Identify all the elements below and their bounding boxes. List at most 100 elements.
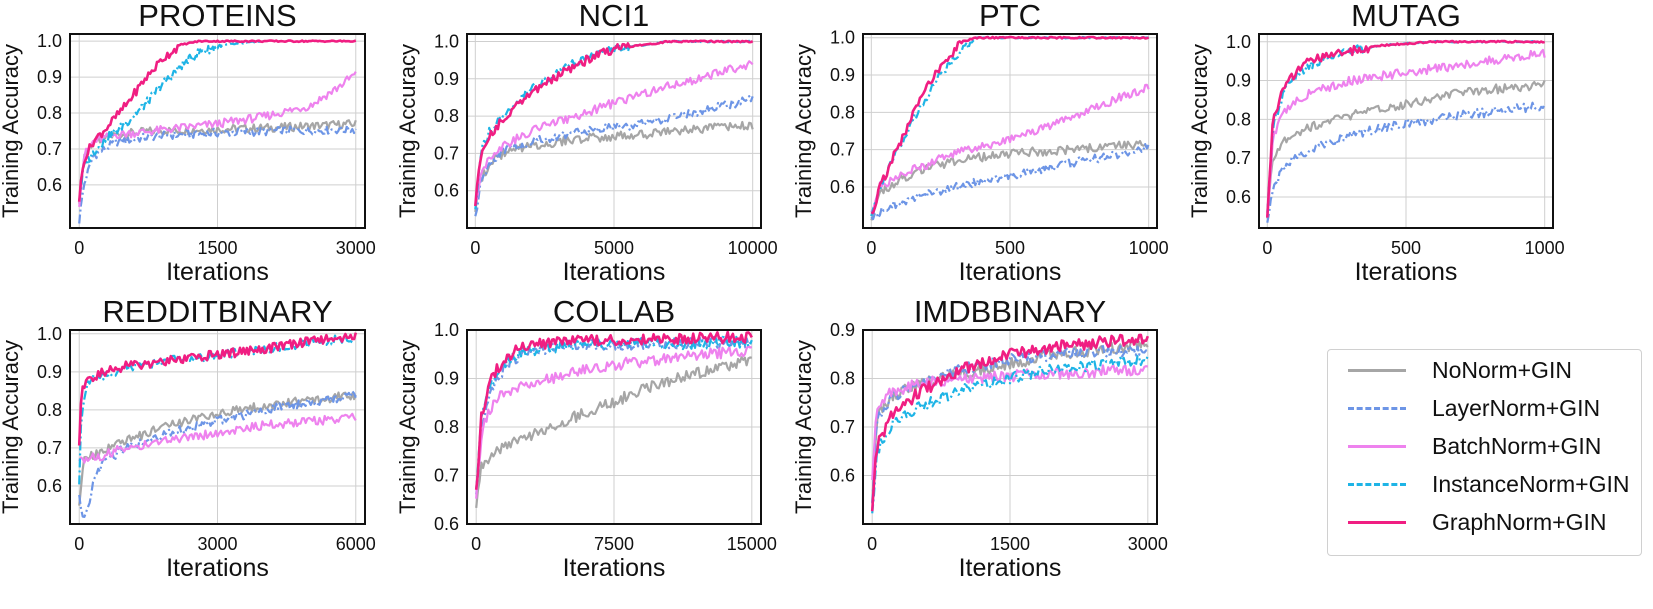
y-tick-label: 0.9 [830, 320, 855, 340]
y-tick-label: 1.0 [37, 324, 62, 344]
panel-title: REDDITBINARY [102, 294, 332, 329]
series-line-instancenorm-gin [78, 39, 264, 202]
x-axis-label: Iterations [563, 554, 666, 582]
panel-collab: 0 7500 15000 0.6 0.7 0.8 0.9 1.0 COLLAB Iteration… [395, 294, 777, 582]
y-tick-label: 0.7 [37, 438, 62, 458]
panel-redditbinary: 0 3000 6000 0.6 0.7 0.8 0.9 1.0 REDDITBINARY Iter… [0, 294, 376, 582]
legend-label: LayerNorm+GIN [1432, 394, 1601, 421]
y-tick-label: 0.7 [434, 143, 459, 163]
series-line-instancenorm-gin [871, 354, 1149, 514]
x-tick-label: 15000 [727, 534, 777, 554]
y-tick-label: 0.9 [434, 69, 459, 89]
series-line-batchnorm-gin [78, 71, 357, 208]
legend-swatch-graphnorm [1348, 520, 1406, 524]
x-tick-label: 0 [74, 238, 84, 258]
y-tick-label: 0.6 [37, 476, 62, 496]
x-tick-label: 0 [471, 534, 481, 554]
x-tick-label: 10000 [728, 238, 778, 258]
x-tick-label: 1500 [197, 238, 237, 258]
legend-item: BatchNorm+GIN [1348, 428, 1601, 464]
y-tick-label: 0.6 [434, 514, 459, 534]
panel-title: PROTEINS [138, 0, 296, 33]
x-tick-label: 500 [995, 238, 1025, 258]
series-line-layernorm-gin [474, 95, 754, 217]
y-tick-label: 0.6 [37, 175, 62, 195]
panel-imdbbinary: 0 1500 3000 0.6 0.7 0.8 0.9 IMDBBINARY Iteration… [791, 294, 1168, 582]
legend-label: NoNorm+GIN [1432, 356, 1572, 383]
x-tick-label: 3000 [197, 534, 237, 554]
x-tick-label: 3000 [1128, 534, 1168, 554]
panel-title: NCI1 [579, 0, 650, 33]
x-tick-label: 3000 [336, 238, 376, 258]
y-tick-label: 0.9 [1226, 71, 1251, 91]
y-tick-label: 1.0 [1226, 32, 1251, 52]
x-tick-label: 0 [866, 238, 876, 258]
series-group [1266, 39, 1546, 223]
series-line-graphnorm-gin [474, 330, 753, 490]
y-tick-label: 0.9 [37, 362, 62, 382]
panel-title: MUTAG [1351, 0, 1461, 33]
series-group [870, 333, 1150, 514]
series-line-nonorm-gin [474, 120, 754, 213]
legend-label: InstanceNorm+GIN [1432, 470, 1630, 497]
series-group [77, 39, 357, 224]
x-tick-label: 0 [1262, 238, 1272, 258]
series-line-graphnorm-gin [870, 35, 1150, 215]
y-tick-label: 0.7 [830, 140, 855, 160]
y-tick-label: 0.7 [37, 139, 62, 159]
axes-frame [466, 329, 762, 525]
series-line-layernorm-gin [1266, 101, 1546, 223]
y-tick-label: 0.9 [37, 67, 62, 87]
series-line-graphnorm-gin [77, 332, 358, 446]
axes-frame [466, 33, 762, 229]
series-group [870, 35, 1150, 221]
y-axis-label: Training Accuracy [0, 44, 23, 218]
y-tick-label: 0.7 [434, 466, 459, 486]
x-tick-label: 7500 [594, 534, 634, 554]
y-tick-label: 0.8 [830, 369, 855, 389]
y-tick-label: 0.6 [830, 177, 855, 197]
panel-nci1: 0 5000 10000 0.6 0.7 0.8 0.9 1.0 NCI1 Iterations T… [395, 0, 778, 286]
y-tick-label: 0.8 [434, 106, 459, 126]
series-line-batchnorm-gin [871, 364, 1149, 480]
x-tick-label: 1500 [990, 534, 1030, 554]
panel-ptc: 0 500 1000 0.6 0.7 0.8 0.9 1.0 PTC Iterations Trai… [791, 0, 1169, 286]
y-tick-label: 1.0 [434, 31, 459, 51]
y-axis-label: Training Accuracy [1187, 44, 1212, 218]
axes-frame [69, 33, 366, 229]
legend-label: BatchNorm+GIN [1432, 432, 1602, 459]
series-line-graphnorm-gin [1266, 39, 1545, 218]
axes-frame [1258, 33, 1554, 229]
y-tick-label: 0.8 [1226, 109, 1251, 129]
legend-item: GraphNorm+GIN [1348, 504, 1606, 540]
y-tick-label: 0.7 [830, 417, 855, 437]
series-line-batchnorm-gin [870, 83, 1150, 213]
y-tick-label: 1.0 [37, 31, 62, 51]
y-axis-label: Training Accuracy [0, 340, 23, 514]
y-tick-label: 0.6 [434, 181, 459, 201]
series-line-batchnorm-gin [1266, 48, 1546, 217]
series-line-nonorm-gin [78, 391, 357, 506]
y-tick-label: 1.0 [830, 28, 855, 48]
panel-mutag: 0 500 1000 0.6 0.7 0.8 0.9 1.0 MUTAG Iterations Tr… [1187, 0, 1565, 286]
legend-label: GraphNorm+GIN [1432, 508, 1607, 535]
y-tick-label: 0.8 [434, 417, 459, 437]
series-line-graphnorm-gin [77, 39, 357, 202]
series-line-graphnorm-gin [474, 39, 754, 207]
series-group [77, 332, 358, 519]
x-tick-label: 5000 [594, 238, 634, 258]
series-group [474, 330, 753, 509]
legend-swatch-batchnorm [1348, 444, 1406, 448]
y-axis-label: Training Accuracy [395, 44, 420, 218]
x-tick-label: 6000 [336, 534, 376, 554]
legend-item: NoNorm+GIN [1348, 352, 1572, 388]
x-axis-label: Iterations [959, 554, 1062, 582]
legend-swatch-nonorm [1348, 368, 1406, 372]
y-tick-label: 0.6 [1226, 187, 1251, 207]
x-axis-label: Iterations [959, 258, 1062, 286]
panel-proteins: 0 1500 3000 0.6 0.7 0.8 0.9 1.0 PROTEINS Iteratio… [0, 0, 376, 286]
series-line-batchnorm-gin [78, 412, 357, 464]
axes-frame [69, 329, 366, 525]
series-line-layernorm-gin [871, 344, 1149, 504]
